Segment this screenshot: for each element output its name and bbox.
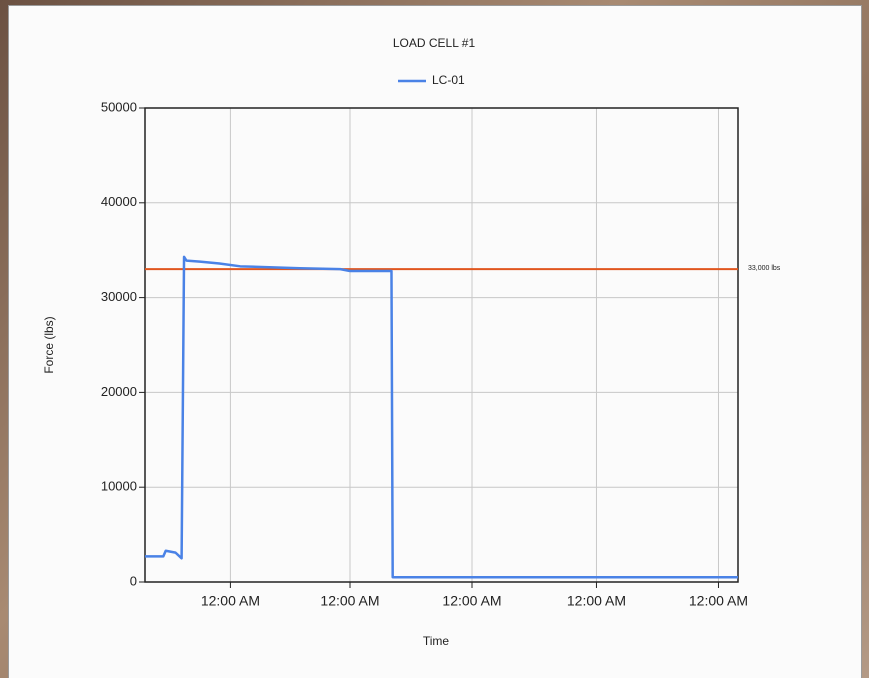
y-tick-label: 0 [130, 573, 137, 588]
y-tick-label: 10000 [101, 479, 137, 494]
y-tick-label: 20000 [101, 384, 137, 399]
y-tick-label: 30000 [101, 289, 137, 304]
plot-frame [145, 108, 738, 582]
x-tick-label: 12:00 AM [442, 593, 501, 609]
x-tick-label: 12:00 AM [689, 593, 748, 609]
chart: LOAD CELL #1 Time Force (lbs) 0 10000 2000… [0, 0, 869, 678]
y-tick-label: 40000 [101, 194, 137, 209]
reference-label: 33,000 lbs [748, 265, 781, 272]
chart-title: LOAD CELL #1 [393, 36, 476, 50]
x-axis-label: Time [423, 634, 450, 648]
x-tick-label: 12:00 AM [201, 593, 260, 609]
x-tick-label: 12:00 AM [320, 593, 379, 609]
x-tick-label: 12:00 AM [567, 593, 626, 609]
y-tick-label: 50000 [101, 99, 137, 114]
data-line [145, 257, 738, 577]
legend-label: LC-01 [432, 73, 465, 87]
y-axis-label: Force (lbs) [42, 316, 56, 373]
page: {"chart_data": {"type": "line", "title":… [0, 0, 869, 678]
